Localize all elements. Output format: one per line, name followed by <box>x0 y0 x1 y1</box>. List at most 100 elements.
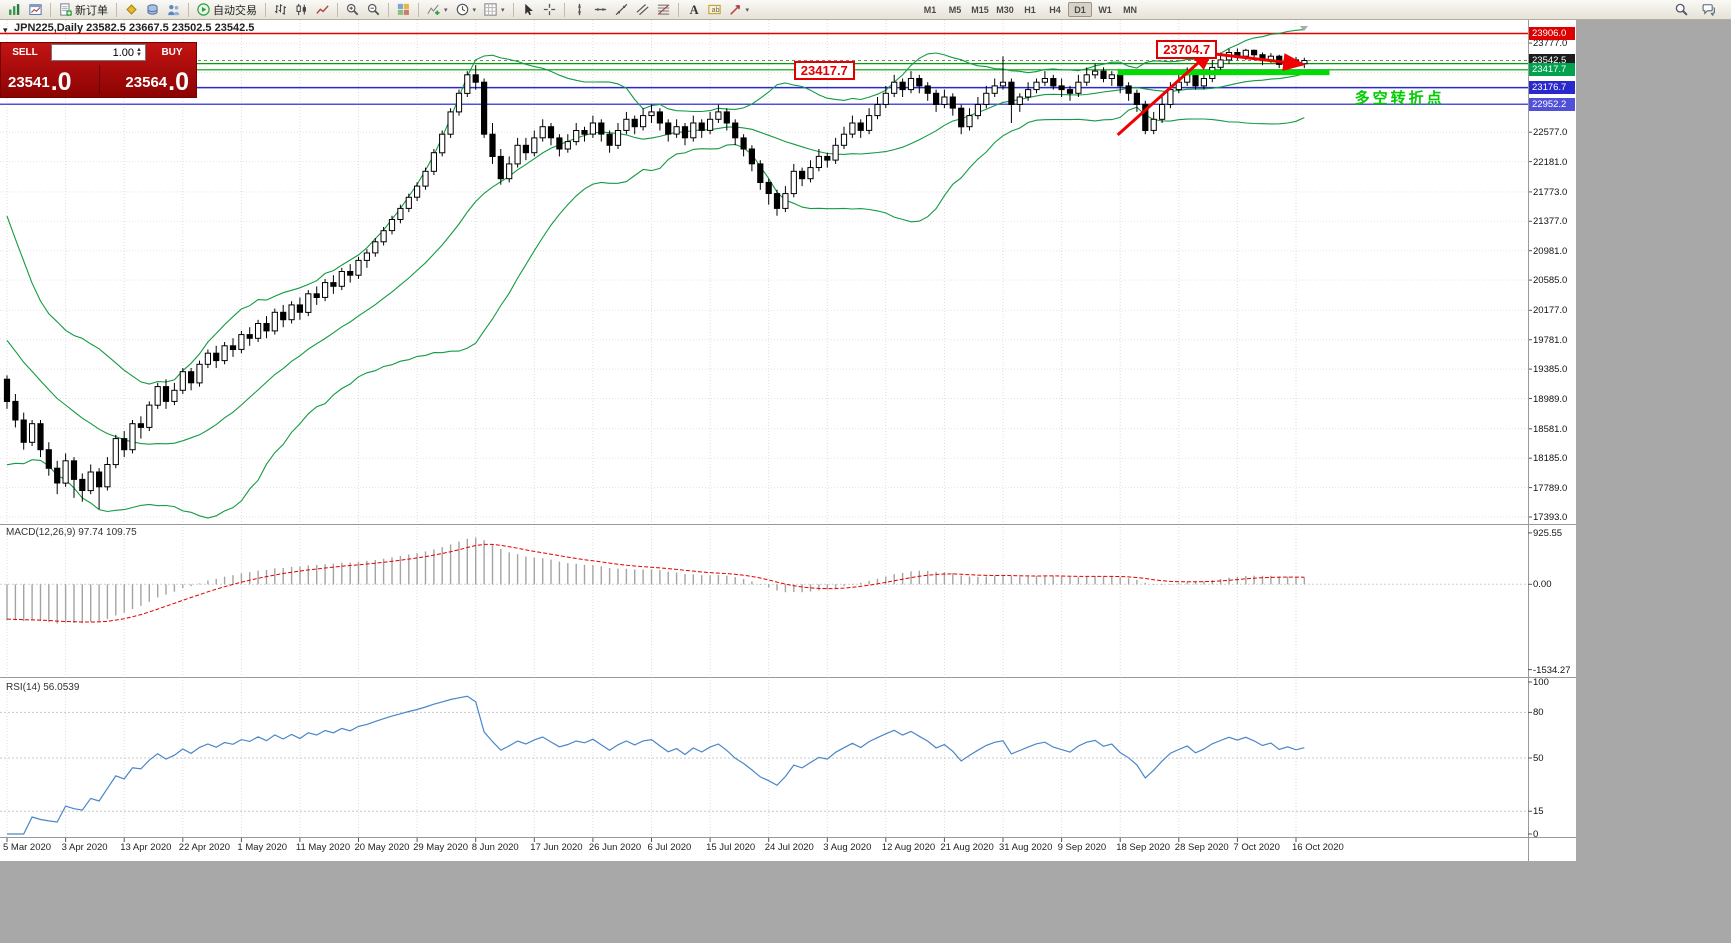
spin-down-icon[interactable]: ▼ <box>136 51 142 58</box>
navigator-button[interactable] <box>163 1 184 18</box>
time-axis-label: 11 May 2020 <box>295 842 351 853</box>
new-order-button[interactable]: 新订单 <box>55 1 112 18</box>
autotrading-label: 自动交易 <box>213 4 257 17</box>
time-axis-label: 7 Oct 2020 <box>1233 842 1280 853</box>
autotrading-button[interactable]: 自动交易 <box>193 1 261 18</box>
sell-price[interactable]: 23541.0 <box>1 62 99 97</box>
price-axis-label: 19385.0 <box>1533 364 1568 376</box>
vertical-line-icon <box>577 3 581 16</box>
toolbar-separator <box>116 2 117 17</box>
time-axis-label: 3 Aug 2020 <box>823 842 872 853</box>
buy-price-main: 23564 <box>125 74 168 91</box>
timeframe-group: M1 M5 M15 M30 H1 H4 D1 W1 MN <box>918 2 1142 17</box>
time-axis-label: 31 Aug 2020 <box>999 842 1053 853</box>
macd-label: MACD(12,26,9) 97.74 109.75 <box>6 527 137 538</box>
cursor-icon <box>524 3 533 16</box>
timeframe-h1-button[interactable]: H1 <box>1024 4 1036 15</box>
volume-stepper[interactable]: 1.00 ▲ ▼ <box>51 44 146 61</box>
chat-icon <box>1702 4 1715 16</box>
new-order-label: 新订单 <box>75 4 108 17</box>
price-axis-label: 19781.0 <box>1533 334 1568 346</box>
timeframe-mn-button[interactable]: MN <box>1123 4 1138 15</box>
timeframe-m5-button[interactable]: M5 <box>948 4 962 15</box>
svg-text:ab: ab <box>711 7 719 14</box>
templates-button[interactable]: ▾ <box>480 1 509 18</box>
volume-spin-buttons[interactable]: ▲ ▼ <box>134 46 144 58</box>
channel-icon <box>636 4 649 16</box>
trendline-button[interactable] <box>611 1 632 18</box>
chart-window[interactable]: ▾ JPN225,Daily 23582.5 23667.5 23502.5 2… <box>0 20 1576 861</box>
timeframe-m30-button[interactable]: M30 <box>996 4 1014 15</box>
buy-price[interactable]: 23564.0 <box>99 62 197 97</box>
rsi-axis-label: 80 <box>1533 707 1544 719</box>
toolbar-separator <box>265 2 266 17</box>
buy-price-frac: .0 <box>168 68 189 96</box>
toolbar-separator <box>418 2 419 17</box>
timeframe-d1-button[interactable]: D1 <box>1068 2 1093 17</box>
data-window-icon <box>147 4 158 15</box>
autotrading-icon <box>197 3 210 16</box>
cursor-button[interactable] <box>518 1 539 18</box>
zoom-out-button[interactable] <box>363 1 384 18</box>
candlestick-chart-icon <box>296 3 306 16</box>
tile-windows-button[interactable] <box>393 1 414 18</box>
line-chart-button[interactable] <box>312 1 333 18</box>
fibonacci-button[interactable] <box>653 1 674 18</box>
timeframe-h4-button[interactable]: H4 <box>1049 4 1061 15</box>
time-axis-label: 24 Jul 2020 <box>764 842 814 853</box>
text-button[interactable]: A <box>683 1 704 18</box>
tile-windows-icon <box>397 3 409 15</box>
dropdown-caret-icon: ▾ <box>745 6 750 14</box>
horizontal-line-button[interactable] <box>590 1 611 18</box>
new-chart-icon <box>9 4 20 15</box>
time-axis-label: 20 May 2020 <box>354 842 410 853</box>
search-button[interactable] <box>1671 1 1692 18</box>
arrow-tool-button[interactable]: ▾ <box>725 1 754 18</box>
time-axis-label: 29 May 2020 <box>413 842 469 853</box>
rsi-axis-label: 50 <box>1533 753 1544 764</box>
trendline-icon <box>615 3 627 16</box>
sell-button[interactable]: SELL <box>1 43 49 62</box>
chat-button[interactable] <box>1698 1 1719 18</box>
market-watch-button[interactable] <box>121 1 142 18</box>
timeframe-w1-button[interactable]: W1 <box>1098 4 1112 15</box>
price-axis-label: 22577.0 <box>1533 127 1568 139</box>
vertical-line-button[interactable] <box>569 1 590 18</box>
new-chart-button[interactable] <box>4 1 25 18</box>
crosshair-button[interactable] <box>539 1 560 18</box>
rsi-axis-label: 100 <box>1533 677 1549 688</box>
price-label-box[interactable]: 23417.7 <box>793 61 855 81</box>
candlestick-chart-button[interactable] <box>291 1 312 18</box>
chart-canvas[interactable] <box>0 20 1576 861</box>
chart-window-button[interactable] <box>25 1 46 18</box>
price-axis-label: 18185.0 <box>1533 453 1568 465</box>
buy-button[interactable]: BUY <box>148 43 196 62</box>
price-axis-label: 17789.0 <box>1533 482 1568 494</box>
zoom-in-button[interactable] <box>342 1 363 18</box>
price-label-box[interactable]: 23704.7 <box>1156 39 1218 59</box>
templates-icon <box>484 3 497 16</box>
time-axis-label: 28 Sep 2020 <box>1174 842 1229 853</box>
price-axis-label: 22181.0 <box>1533 156 1568 168</box>
price-axis-label: 23777.0 <box>1533 38 1568 50</box>
channel-button[interactable] <box>632 1 653 18</box>
sell-price-frac: .0 <box>50 68 72 96</box>
time-axis-label: 15 Jul 2020 <box>706 842 756 853</box>
periods-button[interactable]: ▾ <box>452 1 481 18</box>
timeframe-m15-button[interactable]: M15 <box>971 4 989 15</box>
price-axis-label: 20585.0 <box>1533 275 1568 287</box>
toolbar-separator <box>388 2 389 17</box>
timeframe-m1-button[interactable]: M1 <box>923 4 937 15</box>
volume-value: 1.00 <box>112 46 135 59</box>
bar-chart-button[interactable] <box>270 1 291 18</box>
indicators-button[interactable]: ▾ <box>423 1 452 18</box>
toolbar-separator <box>50 2 51 17</box>
one-click-toggle-icon[interactable]: ▾ <box>3 25 8 35</box>
spin-up-icon[interactable]: ▲ <box>136 46 142 53</box>
time-axis-label: 13 Apr 2020 <box>120 842 172 853</box>
chart-window-icon <box>29 4 42 16</box>
price-badge: 23417.7 <box>1529 63 1575 77</box>
data-window-button[interactable] <box>142 1 163 18</box>
text-label-button[interactable]: ab <box>704 1 725 18</box>
